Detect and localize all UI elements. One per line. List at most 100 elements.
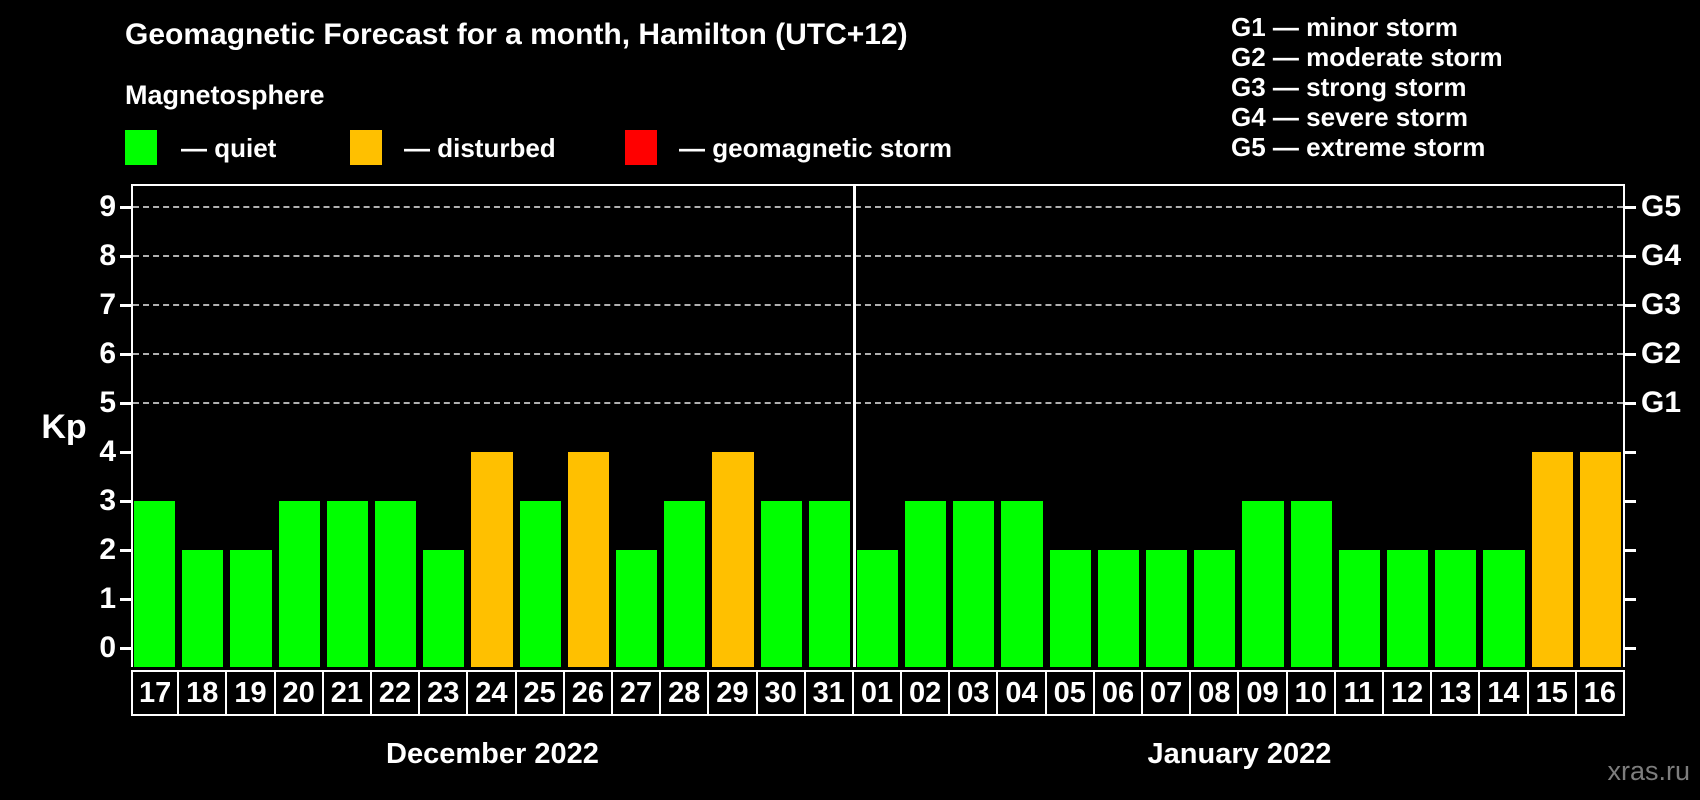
- gridline-kp9: [133, 206, 1623, 208]
- y-tick-left-2: [120, 549, 131, 552]
- date-cell-14: 14: [1478, 670, 1529, 716]
- date-cell-27: 27: [610, 670, 662, 716]
- y-tick-right-1: [1625, 598, 1636, 601]
- kp-bar-26: [567, 452, 609, 667]
- kp-bar-21: [326, 501, 368, 667]
- g-scale-label-G3: G3: [1641, 288, 1682, 321]
- kp-bar-27: [615, 550, 658, 667]
- y-tick-right-0: [1625, 647, 1636, 650]
- y-tick-right-8: [1625, 255, 1636, 258]
- kp-bar-20: [278, 501, 320, 667]
- kp-bar-01: [856, 550, 899, 667]
- kp-bar-11: [1338, 550, 1381, 667]
- date-cell-24: 24: [466, 670, 517, 716]
- y-tick-label-0: 0: [99, 631, 116, 664]
- date-cell-12: 12: [1382, 670, 1433, 716]
- date-cell-17: 17: [131, 670, 180, 716]
- g-scale-label-G5: G5: [1641, 190, 1682, 223]
- date-cell-01: 01: [851, 670, 903, 716]
- y-tick-right-5: [1625, 402, 1636, 405]
- date-cell-07: 07: [1141, 670, 1192, 716]
- g-scale-label-G4: G4: [1641, 239, 1682, 272]
- date-cell-22: 22: [369, 670, 421, 716]
- kp-bar-07: [1146, 550, 1188, 667]
- storm-scale-g1: G1 — minor storm: [1231, 12, 1458, 42]
- date-cell-23: 23: [418, 670, 469, 716]
- kp-bar-30: [760, 501, 802, 667]
- kp-bar-23: [423, 550, 465, 667]
- g-scale-label-G1: G1: [1641, 386, 1682, 419]
- y-tick-label-7: 7: [99, 288, 116, 321]
- kp-bar-25: [519, 501, 561, 667]
- quiet-swatch-icon: [125, 130, 157, 165]
- kp-bar-12: [1387, 550, 1429, 667]
- date-cell-28: 28: [659, 670, 710, 716]
- kp-bar-02: [905, 501, 947, 667]
- kp-bar-16: [1579, 452, 1621, 667]
- y-tick-right-2: [1625, 549, 1636, 552]
- y-tick-label-8: 8: [99, 239, 116, 272]
- date-cell-05: 05: [1044, 670, 1095, 716]
- month-label-1: January 2022: [1147, 738, 1332, 770]
- y-tick-label-5: 5: [99, 386, 116, 419]
- storm-swatch-icon: [625, 130, 657, 165]
- date-cell-11: 11: [1333, 670, 1385, 716]
- kp-bar-28: [664, 501, 706, 667]
- quiet-legend-label: — quiet: [181, 133, 277, 163]
- y-tick-label-2: 2: [99, 533, 116, 566]
- kp-bar-14: [1483, 550, 1525, 667]
- y-tick-left-5: [120, 402, 131, 405]
- date-cell-19: 19: [225, 670, 276, 716]
- storm-legend-label: — geomagnetic storm: [679, 133, 953, 163]
- kp-bar-29: [712, 452, 754, 667]
- disturbed-legend-label: — disturbed: [404, 133, 556, 163]
- date-cell-02: 02: [900, 670, 951, 716]
- kp-bar-24: [471, 452, 513, 667]
- kp-bar-10: [1290, 501, 1332, 667]
- kp-bar-18: [182, 550, 224, 667]
- kp-bar-05: [1049, 550, 1091, 667]
- y-tick-left-6: [120, 353, 131, 356]
- date-cell-29: 29: [707, 670, 758, 716]
- y-tick-right-9: [1625, 206, 1636, 209]
- date-cell-15: 15: [1526, 670, 1577, 716]
- storm-scale-legend: G1 — minor storm G2 — moderate storm G3 …: [1231, 12, 1503, 162]
- y-tick-label-6: 6: [99, 337, 116, 370]
- date-cell-18: 18: [177, 670, 228, 716]
- date-cell-25: 25: [514, 670, 565, 716]
- date-cell-06: 06: [1092, 670, 1144, 716]
- date-cell-09: 09: [1237, 670, 1288, 716]
- date-cell-10: 10: [1285, 670, 1336, 716]
- kp-bar-13: [1435, 550, 1477, 667]
- kp-bar-17: [134, 501, 176, 667]
- month-label-0: December 2022: [386, 738, 599, 770]
- y-tick-left-1: [120, 598, 131, 601]
- magnetosphere-label: Magnetosphere: [125, 80, 325, 110]
- page-title: Geomagnetic Forecast for a month, Hamilt…: [125, 18, 908, 51]
- date-cell-03: 03: [948, 670, 999, 716]
- date-cell-20: 20: [273, 670, 324, 716]
- y-tick-left-4: [120, 451, 131, 454]
- y-tick-label-4: 4: [99, 435, 116, 468]
- kp-bar-03: [953, 501, 995, 667]
- gridline-kp5: [133, 402, 1623, 404]
- gridline-kp6: [133, 353, 1623, 355]
- y-tick-right-3: [1625, 500, 1636, 503]
- kp-bar-06: [1097, 550, 1140, 667]
- watermark: xras.ru: [1607, 756, 1690, 786]
- y-tick-left-8: [120, 255, 131, 258]
- kp-bar-04: [1001, 501, 1043, 667]
- date-cell-04: 04: [996, 670, 1047, 716]
- month-divider: [852, 186, 856, 667]
- disturbed-swatch-icon: [350, 130, 382, 165]
- date-cell-08: 08: [1189, 670, 1240, 716]
- storm-scale-g4: G4 — severe storm: [1231, 102, 1469, 132]
- y-tick-left-7: [120, 304, 131, 307]
- storm-scale-g3: G3 — strong storm: [1231, 72, 1467, 102]
- gridline-kp8: [133, 255, 1623, 257]
- kp-bar-22: [374, 501, 417, 667]
- date-cell-31: 31: [803, 670, 854, 716]
- date-cell-21: 21: [321, 670, 372, 716]
- kp-bar-31: [808, 501, 850, 667]
